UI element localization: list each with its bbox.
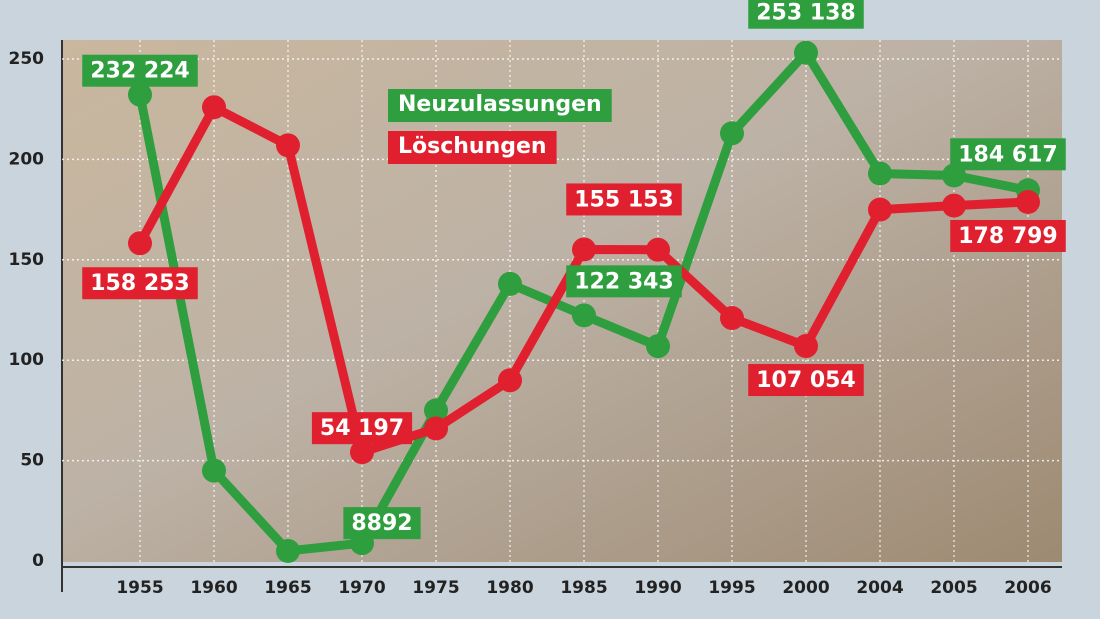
data-point [794,40,818,65]
legend-box [388,89,612,122]
data-label: 155 153 [566,183,682,216]
data-point [572,303,596,328]
data-point [424,398,448,423]
data-point [128,231,152,256]
data-label: 184 617 [950,138,1066,171]
data-point [128,82,152,107]
data-point [202,95,226,120]
data-point [720,306,744,331]
data-label: 158 253 [82,267,198,300]
data-point [868,161,892,186]
data-point [794,334,818,359]
data-label-text: 232 224 [90,59,190,84]
x-tick-label: 1965 [264,578,311,598]
data-label: 253 138 [748,0,864,29]
data-point [646,334,670,359]
x-tick-label: 1995 [708,578,755,598]
data-point [350,440,374,465]
y-tick-label: 150 [9,250,45,270]
data-point [572,237,596,262]
data-point [276,133,300,158]
data-label-box [950,138,1066,171]
legend-label: Neuzulassungen [398,92,602,117]
series [128,95,1040,465]
data-label-text: 54 197 [320,416,404,441]
data-point [424,416,448,441]
data-label-box [566,183,682,216]
data-label-text: 158 253 [90,271,190,296]
y-tick-label: 0 [32,551,44,571]
data-label: 122 343 [566,265,682,298]
legend-item: Neuzulassungen [388,89,612,122]
data-label-text: 8892 [351,511,412,536]
data-label-text: 178 799 [958,224,1058,249]
x-tick-label: 1985 [560,578,607,598]
data-point [202,458,226,483]
data-point [498,368,522,393]
data-label: 107 054 [748,364,864,397]
y-tick-label: 200 [9,149,45,169]
y-tick-label: 250 [9,49,45,69]
legend-label: Löschungen [398,134,547,159]
data-label: 232 224 [82,54,198,87]
y-tick-label: 100 [9,350,45,370]
data-point [276,538,300,563]
x-tick-label: 2000 [782,578,829,598]
data-label-box [748,0,864,29]
data-label-text: 107 054 [756,368,856,393]
data-point [720,121,744,146]
legend-box [388,131,557,164]
data-point [646,237,670,262]
data-point [868,197,892,222]
data-label-text: 253 138 [756,1,856,26]
data-label-text: 184 617 [958,142,1058,167]
x-tick-label: 1975 [412,578,459,598]
data-label: 178 799 [950,219,1066,252]
data-label-box [950,219,1066,252]
x-tick-label: 1970 [338,578,385,598]
x-tick-label: 1990 [634,578,681,598]
data-label-box [311,412,413,445]
data-label: 54 197 [311,412,413,445]
data-label-box [343,507,421,540]
data-label-box [566,265,682,298]
x-tick-label: 2006 [1004,578,1051,598]
x-tick-label: 2004 [856,578,903,598]
y-tick-label: 50 [20,451,44,471]
plot-background [62,40,1062,562]
x-tick-label: 1980 [486,578,533,598]
data-label: 8892 [343,507,421,540]
series [128,40,1040,563]
data-label-box [748,364,864,397]
data-point [1016,189,1040,214]
legend-item: Löschungen [388,131,557,164]
data-point [498,271,522,296]
x-tick-label: 2005 [930,578,977,598]
x-tick-label: 1960 [190,578,237,598]
data-point [942,193,966,218]
data-label-box [82,54,198,87]
x-tick-label: 1955 [116,578,163,598]
data-label-text: 155 153 [574,187,674,212]
data-label-text: 122 343 [574,269,674,294]
data-label-box [82,267,198,300]
